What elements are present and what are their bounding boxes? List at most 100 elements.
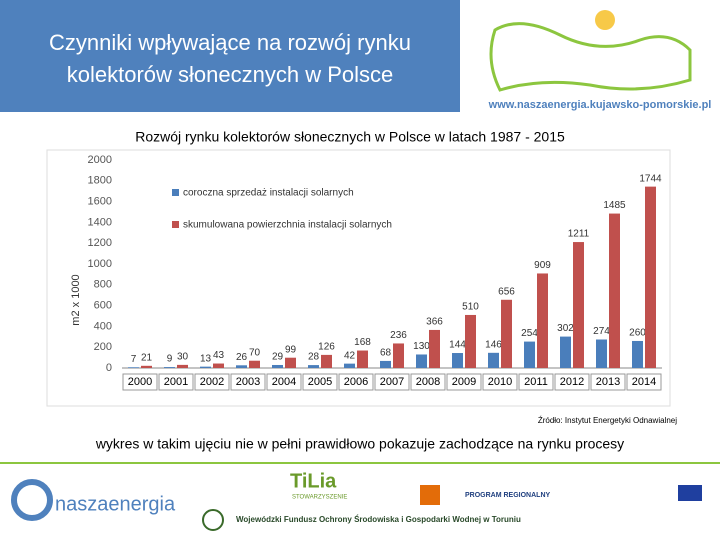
bar bbox=[236, 365, 247, 368]
value-label: 260 bbox=[629, 328, 646, 339]
category-box bbox=[446, 373, 482, 391]
x-tick-label: 2008 bbox=[416, 376, 440, 388]
y-tick-label: 400 bbox=[94, 320, 112, 332]
value-label: 146 bbox=[485, 339, 502, 350]
bar bbox=[177, 364, 188, 368]
y-tick-label: 600 bbox=[94, 300, 112, 312]
bar bbox=[632, 340, 643, 368]
y-tick-label: 1400 bbox=[88, 216, 112, 228]
value-label: 13 bbox=[200, 353, 212, 364]
y-tick-label: 1600 bbox=[88, 196, 112, 208]
x-tick-label: 2012 bbox=[560, 376, 584, 388]
slide-title-line: Czynniki wpływające na rozwój rynku bbox=[49, 30, 411, 55]
value-label: 126 bbox=[318, 342, 335, 353]
y-tick-label: 200 bbox=[94, 341, 112, 353]
logo4-icon bbox=[202, 509, 224, 531]
value-label: 9 bbox=[167, 354, 173, 365]
category-box bbox=[518, 373, 554, 391]
y-tick-label: 800 bbox=[94, 279, 112, 291]
bar bbox=[645, 186, 656, 368]
y-tick-label: 1800 bbox=[88, 175, 112, 187]
chart-source: Źródło: Instytut Energetyki Odnawialnej bbox=[538, 416, 677, 425]
category-box bbox=[194, 373, 230, 391]
category-box bbox=[410, 373, 446, 391]
bar bbox=[213, 363, 224, 368]
x-tick-label: 2014 bbox=[632, 376, 656, 388]
value-label: 42 bbox=[344, 350, 356, 361]
bar bbox=[285, 357, 296, 368]
logo4-text: Wojewódzki Fundusz Ochrony Środowiska i … bbox=[236, 515, 521, 524]
bar bbox=[393, 343, 404, 368]
value-label: 30 bbox=[177, 352, 189, 363]
value-label: 29 bbox=[272, 352, 284, 363]
value-label: 1485 bbox=[603, 200, 626, 211]
value-label: 168 bbox=[354, 337, 371, 348]
bar bbox=[416, 354, 427, 368]
legend-swatch bbox=[172, 221, 179, 228]
bar bbox=[596, 339, 607, 368]
value-label: 43 bbox=[213, 350, 225, 361]
bar bbox=[164, 367, 175, 368]
logo-swirl bbox=[489, 22, 692, 92]
value-label: 1211 bbox=[568, 229, 590, 240]
x-tick-label: 2006 bbox=[344, 376, 368, 388]
value-label: 274 bbox=[593, 326, 610, 337]
value-label: 510 bbox=[462, 302, 479, 313]
x-tick-label: 2000 bbox=[128, 376, 152, 388]
legend-label: coroczna sprzedaż instalacji solarnych bbox=[183, 188, 354, 199]
value-label: 68 bbox=[380, 348, 392, 359]
value-label: 254 bbox=[521, 328, 538, 339]
legend-label: skumulowana powierzchnia instalacji sola… bbox=[183, 220, 392, 231]
note: wykres w takim ujęciu nie w pełni prawid… bbox=[95, 436, 624, 452]
x-tick-label: 2010 bbox=[488, 376, 512, 388]
x-tick-label: 2004 bbox=[272, 376, 296, 388]
value-label: 1744 bbox=[639, 173, 662, 184]
y-tick-label: 1000 bbox=[88, 258, 112, 270]
category-box bbox=[590, 373, 626, 391]
eu-flag bbox=[678, 485, 702, 501]
bar bbox=[524, 341, 535, 368]
category-box bbox=[302, 373, 338, 391]
category-box bbox=[338, 373, 374, 391]
bar bbox=[429, 329, 440, 368]
logo2-text: TiLia bbox=[290, 470, 337, 492]
x-tick-label: 2013 bbox=[596, 376, 620, 388]
category-box bbox=[374, 373, 410, 391]
value-label: 909 bbox=[534, 260, 551, 271]
x-tick-label: 2001 bbox=[164, 376, 188, 388]
value-label: 302 bbox=[557, 323, 574, 334]
bar bbox=[465, 314, 476, 368]
category-box bbox=[554, 373, 590, 391]
header-box bbox=[0, 0, 460, 112]
category-box bbox=[482, 373, 518, 391]
sun-icon bbox=[595, 10, 615, 30]
x-tick-label: 2007 bbox=[380, 376, 404, 388]
logo1-text: naszaenergia bbox=[55, 493, 176, 515]
category-box bbox=[626, 373, 662, 391]
y-axis-label: m2 x 1000 bbox=[70, 274, 82, 325]
bar bbox=[501, 299, 512, 368]
x-tick-label: 2005 bbox=[308, 376, 332, 388]
value-label: 21 bbox=[141, 352, 153, 363]
category-box bbox=[122, 373, 158, 391]
bar bbox=[344, 363, 355, 368]
header-url: www.naszaenergia.kujawsko-pomorskie.pl bbox=[488, 99, 712, 111]
category-box bbox=[266, 373, 302, 391]
value-label: 130 bbox=[413, 341, 430, 352]
bar bbox=[537, 273, 548, 368]
logo3-icon bbox=[420, 485, 440, 505]
value-label: 656 bbox=[498, 286, 515, 297]
bar bbox=[141, 365, 152, 368]
value-label: 236 bbox=[390, 330, 407, 341]
slide-title-line: kolektorów słonecznych w Polsce bbox=[67, 62, 393, 87]
bar bbox=[609, 213, 620, 368]
bar bbox=[573, 242, 584, 368]
logo1-icon bbox=[11, 479, 53, 521]
value-label: 7 bbox=[131, 354, 137, 365]
x-tick-label: 2003 bbox=[236, 376, 260, 388]
x-tick-label: 2011 bbox=[524, 376, 548, 388]
bar bbox=[452, 353, 463, 368]
logo3-text: PROGRAM REGIONALNY bbox=[465, 492, 551, 499]
category-box bbox=[230, 373, 266, 391]
logo2-sub: STOWARZYSZENIE bbox=[292, 495, 347, 501]
